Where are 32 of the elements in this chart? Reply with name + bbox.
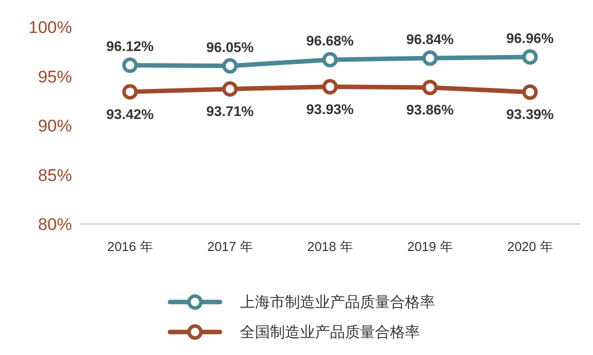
y-tick-label: 90% <box>38 116 72 136</box>
point <box>422 50 438 66</box>
data-label: 93.71% <box>206 102 254 119</box>
data-label: 96.96% <box>506 30 554 46</box>
y-tick-label: 85% <box>38 166 72 185</box>
data-label: 96.05% <box>206 38 254 55</box>
data-label: 93.86% <box>406 101 454 118</box>
point <box>122 57 138 73</box>
point <box>522 49 538 65</box>
x-tick-label: 2016 年 <box>107 239 153 254</box>
legend-label: 全国制造业产品质量合格率 <box>240 324 420 341</box>
x-tick-label: 2020 年 <box>507 239 553 254</box>
data-label: 93.93% <box>306 100 354 117</box>
data-label: 93.39% <box>506 106 554 122</box>
point <box>422 80 438 96</box>
point <box>522 84 538 100</box>
point <box>122 84 138 100</box>
y-tick-label: 80% <box>38 215 72 234</box>
point <box>322 79 338 95</box>
legend-label: 上海市制造业产品质量合格率 <box>240 294 435 311</box>
point <box>322 52 338 68</box>
y-tick-label: 100% <box>28 18 72 37</box>
data-label: 96.12% <box>106 38 154 54</box>
data-label: 96.68% <box>306 32 354 49</box>
x-tick-label: 2018 年 <box>307 239 353 254</box>
data-label: 93.42% <box>106 106 154 122</box>
point <box>222 81 238 97</box>
x-tick-label: 2017 年 <box>207 239 253 254</box>
y-tick-label: 95% <box>38 67 72 86</box>
x-tick-label: 2019 年 <box>407 239 453 254</box>
point <box>222 58 238 74</box>
data-label: 96.84% <box>406 31 454 48</box>
